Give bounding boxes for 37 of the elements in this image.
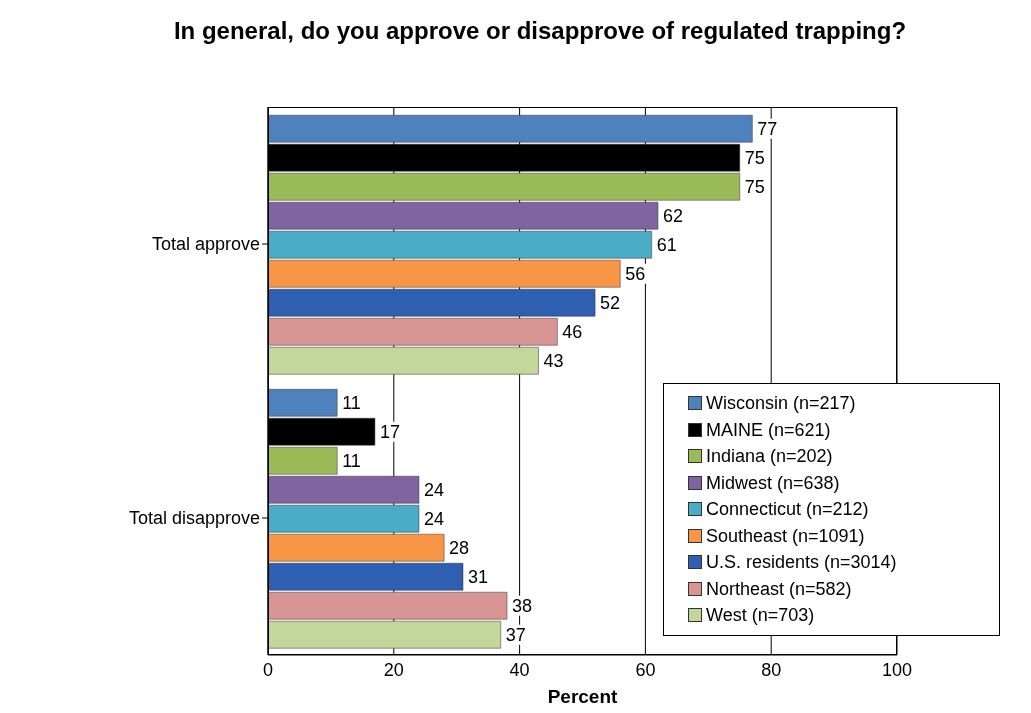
- data-label: 38: [512, 595, 533, 616]
- data-label: 11: [342, 392, 361, 413]
- x-tick-label: 40: [509, 659, 530, 680]
- y-tick-label: Total disapprove: [128, 508, 260, 529]
- legend-label: Northeast (n=582): [706, 577, 852, 601]
- legend-label: Midwest (n=638): [706, 471, 840, 495]
- data-label: 56: [625, 263, 646, 284]
- data-label: 24: [423, 508, 444, 529]
- data-label: 46: [562, 321, 583, 342]
- data-label: 24: [423, 479, 444, 500]
- data-label: 52: [600, 292, 621, 313]
- chart-title: In general, do you approve or disapprove of regulated trapping?: [172, 16, 908, 46]
- legend-label: Connecticut (n=212): [706, 498, 869, 521]
- data-label: 75: [744, 176, 765, 197]
- legend-label: Wisconsin (n=217): [706, 392, 856, 415]
- data-label: 61: [656, 234, 677, 255]
- x-tick-label: 20: [383, 659, 404, 680]
- data-label: 28: [449, 537, 470, 558]
- legend-label: U.S. residents (n=3014): [706, 551, 897, 574]
- data-label: 31: [467, 566, 489, 587]
- data-label: 17: [379, 421, 400, 442]
- x-axis-title: Percent: [547, 686, 619, 707]
- x-tick-label: 100: [881, 659, 913, 680]
- x-tick-label: 80: [761, 659, 782, 680]
- x-tick-label: 60: [635, 659, 656, 680]
- legend-label: Indiana (n=202): [706, 445, 833, 468]
- data-label: 77: [757, 118, 778, 139]
- data-label: 11: [342, 450, 361, 471]
- x-tick-label: 0: [262, 659, 274, 680]
- data-label: 75: [744, 147, 765, 168]
- legend-label: Southeast (n=1091): [706, 524, 865, 548]
- data-label: 37: [505, 624, 526, 645]
- data-label: 43: [543, 350, 564, 371]
- y-tick-label: Total approve: [151, 234, 260, 255]
- legend-label: West (n=703): [706, 604, 815, 627]
- legend-label: MAINE (n=621): [706, 418, 831, 442]
- data-label: 62: [662, 205, 684, 226]
